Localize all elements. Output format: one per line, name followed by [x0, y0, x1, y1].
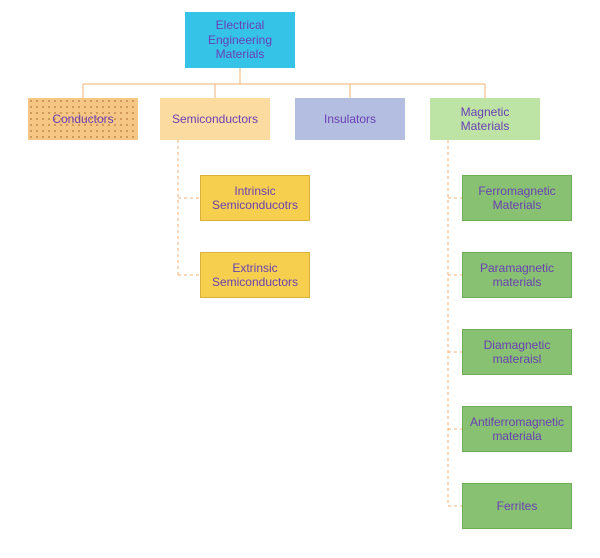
node-root: ElectricalEngineeringMaterials	[185, 12, 295, 68]
node-magnetic: MagneticMaterials	[430, 98, 540, 140]
node-label: Paramagneticmaterials	[480, 261, 554, 290]
node-label: Insulators	[324, 112, 376, 126]
node-extrinsic: ExtrinsicSemiconductors	[200, 252, 310, 298]
node-ferrites: Ferrites	[462, 483, 572, 529]
node-conductors: Conductors	[28, 98, 138, 140]
node-label: MagneticMaterials	[461, 105, 510, 134]
node-antiferro: Antiferromagneticmateriala	[462, 406, 572, 452]
node-insulators: Insulators	[295, 98, 405, 140]
node-ferro: FerromagneticMaterials	[462, 175, 572, 221]
node-label: FerromagneticMaterials	[478, 184, 555, 213]
node-para: Paramagneticmaterials	[462, 252, 572, 298]
node-label: Ferrites	[497, 499, 538, 513]
node-label: ExtrinsicSemiconductors	[212, 261, 298, 290]
node-label: Semiconductors	[172, 112, 258, 126]
node-label: Antiferromagneticmateriala	[470, 415, 564, 444]
node-semiconductors: Semiconductors	[160, 98, 270, 140]
node-label: ElectricalEngineeringMaterials	[208, 18, 272, 61]
node-dia: Diamagneticmateraisl	[462, 329, 572, 375]
node-label: Conductors	[52, 112, 113, 126]
node-label: Diamagneticmateraisl	[484, 338, 551, 367]
node-intrinsic: IntrinsicSemiconducotrs	[200, 175, 310, 221]
node-label: IntrinsicSemiconducotrs	[212, 184, 298, 213]
